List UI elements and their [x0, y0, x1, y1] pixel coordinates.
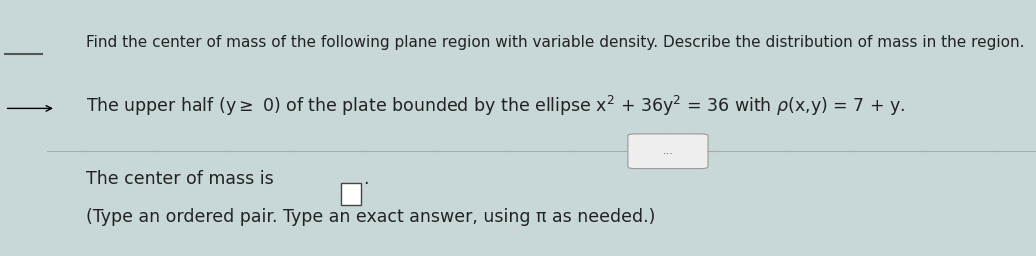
Bar: [342, 183, 362, 205]
Text: .: .: [364, 170, 369, 188]
Text: Find the center of mass of the following plane region with variable density. Des: Find the center of mass of the following…: [86, 35, 1025, 50]
FancyBboxPatch shape: [628, 134, 708, 169]
Text: (Type an ordered pair. Type an exact answer, using π as needed.): (Type an ordered pair. Type an exact ans…: [86, 208, 656, 226]
Text: The upper half (y$\geq$ 0) of the plate bounded by the ellipse x$^2$ + 36y$^2$ =: The upper half (y$\geq$ 0) of the plate …: [86, 94, 905, 118]
Text: ...: ...: [662, 146, 673, 156]
Text: The center of mass is: The center of mass is: [86, 170, 280, 188]
